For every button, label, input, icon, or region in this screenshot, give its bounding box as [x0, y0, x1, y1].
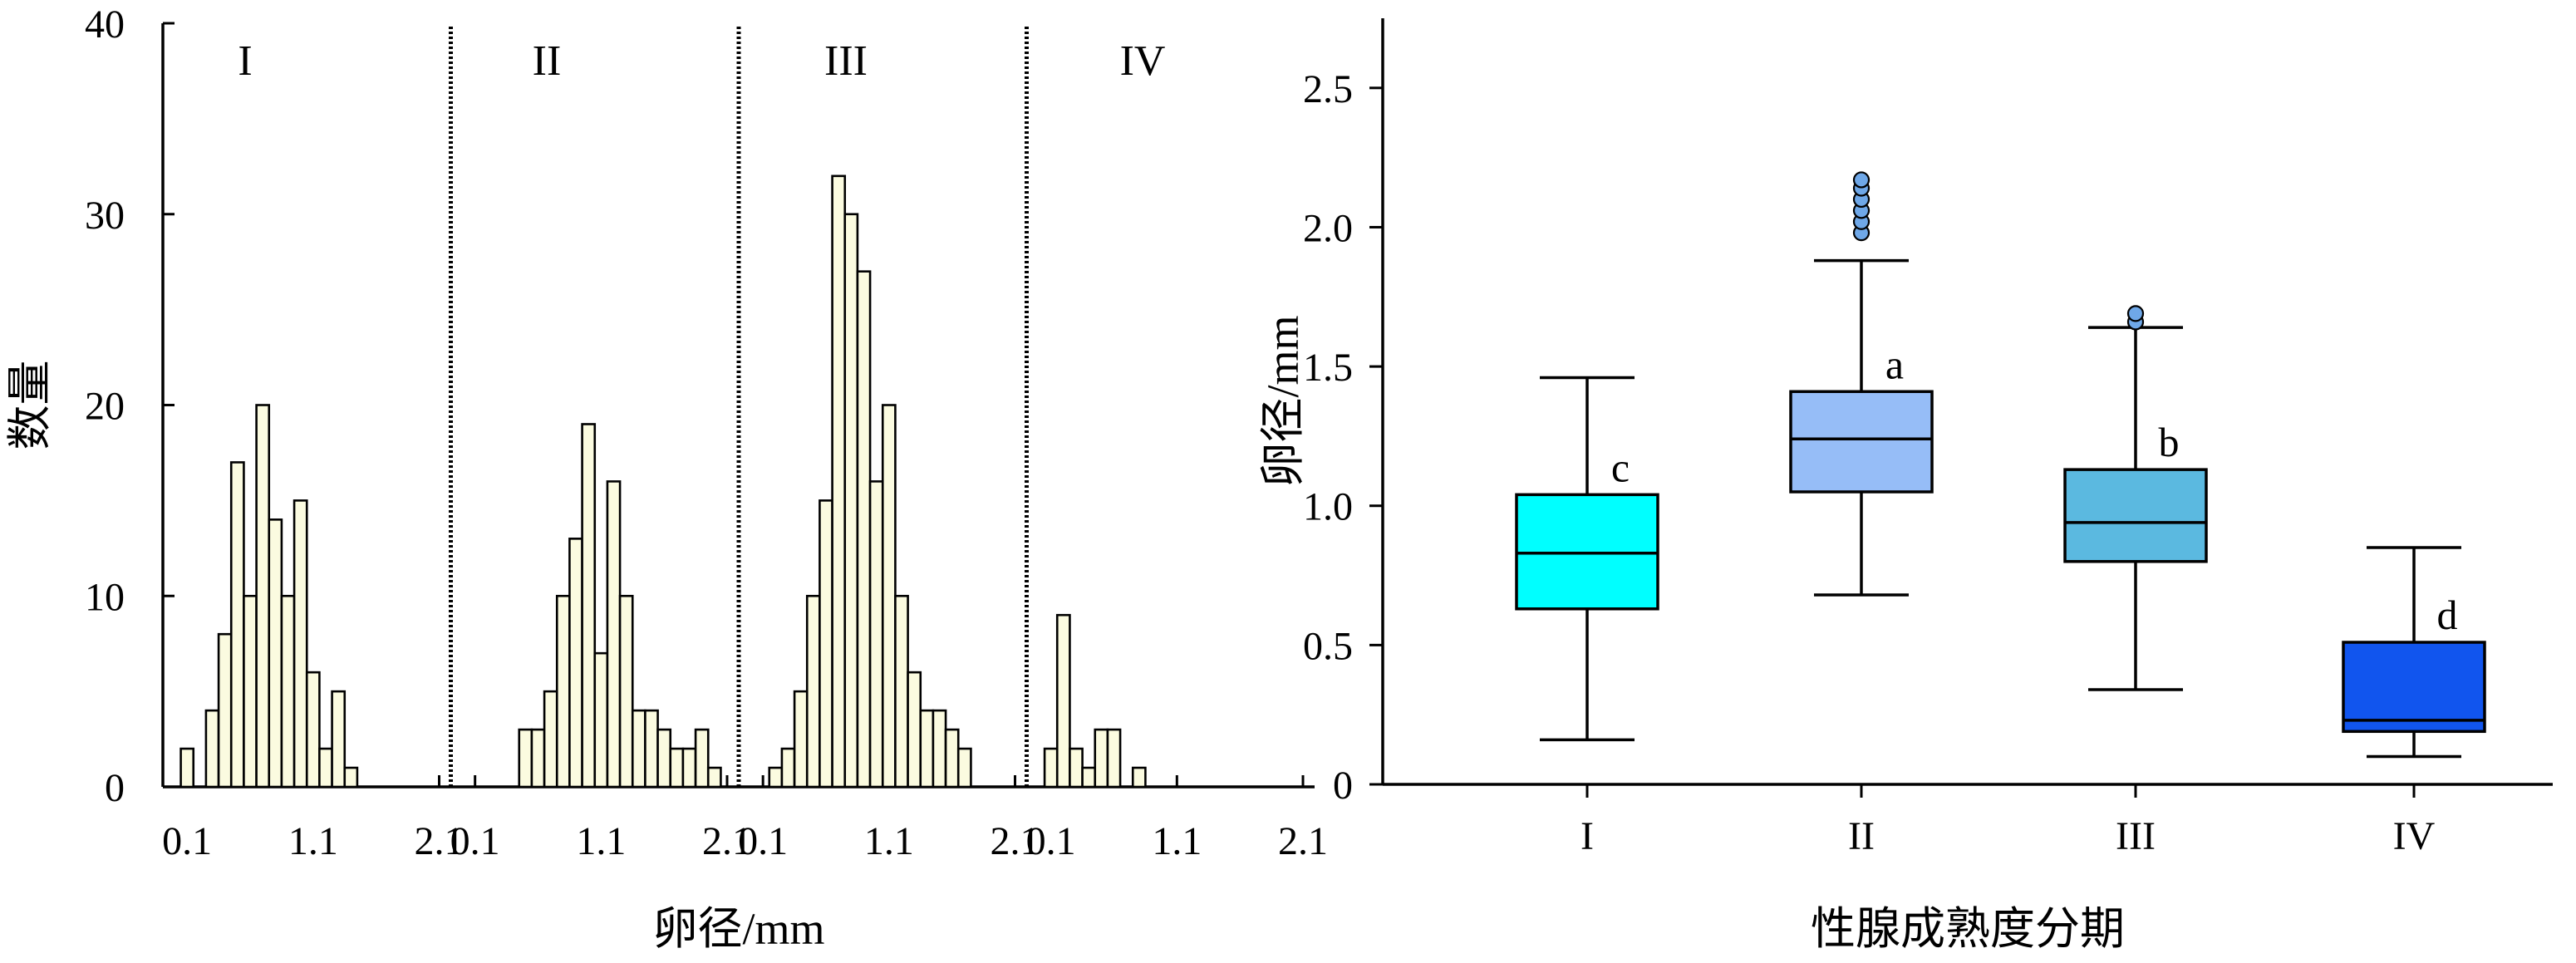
histogram-bar [831, 174, 847, 789]
x-tick-label: 0.1 [162, 819, 212, 863]
histogram-bar [318, 747, 333, 789]
histogram-bar [229, 461, 245, 789]
y-tick-label: 40 [85, 2, 125, 47]
histogram-bar [268, 518, 283, 789]
x-tick-label: 1.1 [576, 819, 626, 863]
x-tick-label: 1.1 [1152, 819, 1202, 863]
histogram-bar [881, 404, 897, 789]
histogram-bar [217, 632, 233, 789]
histogram-bar [644, 709, 659, 789]
histogram-bar [793, 690, 809, 789]
histogram-bar [179, 747, 195, 789]
histogram-bar [819, 499, 833, 789]
histogram-bar [681, 747, 697, 789]
y-tick-label: 10 [85, 575, 125, 619]
histogram-bar [956, 747, 972, 789]
panel-label: I [238, 37, 252, 85]
histogram-bar [868, 480, 884, 789]
histogram-bar [568, 538, 583, 789]
histogram-bar [606, 480, 622, 789]
outlier-point [1852, 171, 1871, 189]
histogram-bar [543, 690, 558, 789]
x-axis-title: 卵径/mm [652, 904, 824, 954]
histogram-bar [293, 499, 308, 789]
x-axis-title: 性腺成熟度分期 [1811, 904, 2125, 954]
x-tick-label: 1.1 [288, 819, 338, 863]
histogram-bar [280, 594, 296, 789]
x-tick-label: I [1581, 814, 1594, 858]
histogram-bar [894, 594, 909, 789]
significance-letter: d [2437, 592, 2458, 638]
y-axis-title: 数量 [5, 361, 55, 450]
panel-label: IV [1120, 37, 1166, 85]
y-tick-label: 2.5 [1303, 67, 1353, 111]
y-tick-label: 20 [85, 385, 125, 429]
x-tick-label: 2.1 [415, 819, 465, 863]
histogram-bar [932, 709, 947, 789]
y-tick-label: 2.0 [1303, 206, 1353, 250]
histogram-bar [1055, 613, 1071, 789]
histogram-bar [843, 213, 859, 789]
x-tick-label: 1.1 [864, 819, 914, 863]
y-tick-label: 0.5 [1303, 624, 1353, 668]
histogram-bar [343, 766, 359, 789]
histogram-bar [631, 709, 646, 789]
x-tick-label: 2.1 [991, 819, 1040, 863]
histogram-bar [944, 728, 960, 789]
histogram-bar [694, 728, 710, 789]
histogram-bar [555, 594, 571, 789]
significance-letter: c [1611, 444, 1630, 490]
histogram-bar [656, 728, 672, 789]
significance-letter: b [2159, 419, 2180, 465]
histogram-bar [331, 690, 347, 789]
histogram-bar [518, 728, 533, 789]
outlier-point [2126, 305, 2145, 322]
histogram-bar [255, 404, 271, 789]
box-III [2063, 468, 2208, 563]
panel-label: II [533, 37, 562, 85]
y-tick-label: 0 [105, 766, 125, 810]
x-tick-label: IV [2393, 814, 2436, 858]
y-tick-label: 0 [1333, 764, 1353, 808]
histogram-bar [1081, 766, 1097, 789]
histogram-bar [669, 747, 685, 789]
histogram-bar [305, 671, 321, 789]
x-tick-label: 2.1 [702, 819, 752, 863]
histogram-bar [204, 709, 220, 789]
x-tick-label: 0.1 [1026, 819, 1076, 863]
x-tick-label: 2.1 [1278, 819, 1328, 863]
histogram-bar [919, 709, 935, 789]
histogram-bar [581, 423, 597, 789]
histogram-bar [1131, 766, 1147, 789]
histogram-bar [1106, 728, 1122, 789]
histogram-bar [780, 747, 796, 789]
y-tick-label: 1.5 [1303, 346, 1353, 390]
histogram-bar [1043, 747, 1059, 789]
x-tick-label: 0.1 [450, 819, 500, 863]
y-axis-title: 卵径/mm [1258, 315, 1308, 487]
histogram-bar [1069, 747, 1084, 789]
histogram-bar [768, 766, 784, 789]
y-tick-label: 1.0 [1303, 485, 1353, 529]
x-tick-label: II [1848, 814, 1875, 858]
panel-label: III [824, 37, 868, 85]
histogram-bar [907, 671, 922, 789]
x-tick-label: III [2116, 814, 2156, 858]
histogram-bar [618, 594, 634, 789]
histogram-bar [530, 728, 546, 789]
x-tick-label: 0.1 [738, 819, 788, 863]
histogram-bar [706, 766, 722, 789]
histogram-bar [805, 594, 821, 789]
histogram-bar [856, 270, 872, 789]
box-IV [2342, 641, 2486, 734]
histogram-bar [1094, 728, 1109, 789]
box-II [1789, 390, 1934, 494]
histogram-bar [593, 651, 609, 789]
significance-letter: a [1885, 341, 1904, 387]
histogram-bar [243, 594, 258, 789]
y-tick-label: 30 [85, 194, 125, 238]
